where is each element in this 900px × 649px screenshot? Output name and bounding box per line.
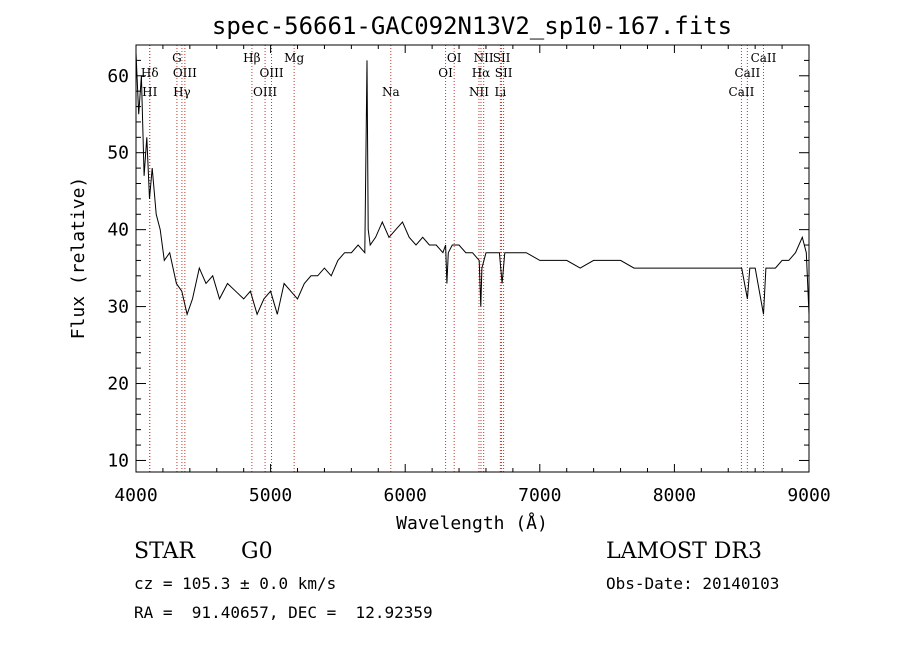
line-label: CaII — [734, 66, 760, 80]
x-tick-label: 9000 — [787, 485, 830, 506]
chart-title: spec-56661-GAC092N13V2_sp10-167.fits — [212, 12, 732, 40]
line-label: OIII — [253, 85, 277, 99]
line-label: HI — [142, 85, 157, 99]
spectrum-series-line — [135, 52, 810, 317]
y-tick-label: 30 — [107, 297, 129, 318]
line-label: G — [172, 51, 182, 65]
y-tick-label: 20 — [107, 374, 129, 395]
emission-line-markers — [149, 45, 765, 472]
line-label: CaII — [729, 85, 755, 99]
axis-ticks: 4000 5000 6000 7000 8000 9000 10 20 30 40 50 60 — [107, 45, 831, 506]
y-tick-label: 60 — [107, 66, 129, 87]
line-label: NII — [474, 51, 494, 65]
line-label: Hβ — [243, 51, 260, 65]
x-axis-label: Wavelength (Å) — [396, 512, 548, 534]
x-tick-label: 8000 — [653, 485, 696, 506]
line-label: NII — [469, 85, 489, 99]
object-class: STAR — [134, 539, 195, 564]
emission-line-labels: HδHIGHγOIIIHβOIIIOIIIMgNaOIOINIIHαNIILiS… — [141, 51, 777, 99]
line-label: OIII — [260, 66, 284, 80]
x-tick-label: 7000 — [518, 485, 561, 506]
line-label: Na — [382, 85, 400, 99]
x-tick-label: 6000 — [384, 485, 427, 506]
redshift-velocity: cz = 105.3 ± 0.0 km/s — [134, 574, 337, 593]
survey-name: LAMOST DR3 — [606, 539, 762, 564]
line-label: OIII — [173, 66, 197, 80]
line-label: Hα — [472, 66, 491, 80]
observation-date: Obs-Date: 20140103 — [606, 574, 780, 593]
line-label: Mg — [284, 51, 304, 65]
y-axis-label: Flux (relative) — [68, 177, 89, 340]
line-label: SII — [493, 51, 511, 65]
line-label: CaII — [751, 51, 777, 65]
line-label: Hδ — [141, 66, 159, 80]
line-label: OI — [447, 51, 462, 65]
y-tick-label: 10 — [107, 450, 129, 471]
line-label: Hγ — [173, 85, 191, 99]
line-label: Li — [494, 85, 506, 99]
ra-dec-coordinates: RA = 91.40657, DEC = 12.92359 — [134, 603, 433, 622]
object-subclass: G0 — [241, 539, 273, 564]
x-tick-label: 5000 — [249, 485, 292, 506]
x-tick-label: 4000 — [114, 485, 157, 506]
plot-frame — [135, 44, 810, 473]
line-label: SII — [495, 66, 513, 80]
line-label: OI — [438, 66, 453, 80]
y-tick-label: 40 — [107, 220, 129, 241]
y-tick-label: 50 — [107, 143, 129, 164]
